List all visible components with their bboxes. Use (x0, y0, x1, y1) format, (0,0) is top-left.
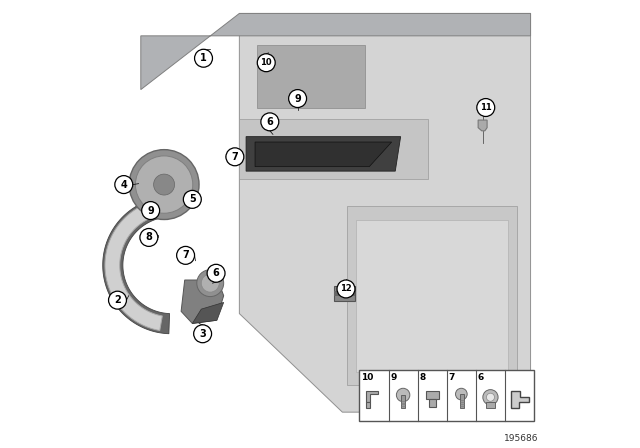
Text: 7: 7 (232, 152, 238, 162)
Polygon shape (366, 391, 378, 402)
Polygon shape (239, 119, 428, 179)
Text: 4: 4 (120, 180, 127, 190)
Text: 7: 7 (182, 250, 189, 260)
FancyBboxPatch shape (486, 402, 495, 409)
Circle shape (201, 274, 219, 292)
Polygon shape (192, 302, 223, 323)
Text: 9: 9 (294, 94, 301, 103)
Circle shape (129, 150, 199, 220)
Polygon shape (255, 142, 392, 167)
Text: 1: 1 (200, 53, 207, 63)
Circle shape (257, 54, 275, 72)
Circle shape (140, 228, 158, 246)
FancyBboxPatch shape (334, 291, 355, 296)
Polygon shape (103, 197, 170, 334)
Polygon shape (141, 13, 531, 90)
Text: 6: 6 (212, 268, 220, 278)
FancyBboxPatch shape (334, 286, 355, 301)
Text: 10: 10 (260, 58, 272, 67)
Circle shape (197, 270, 224, 297)
Circle shape (154, 174, 175, 195)
Circle shape (261, 113, 279, 131)
Circle shape (396, 388, 410, 402)
Circle shape (109, 291, 127, 309)
Circle shape (207, 264, 225, 282)
FancyBboxPatch shape (401, 395, 405, 408)
Circle shape (486, 393, 495, 401)
FancyBboxPatch shape (460, 394, 463, 408)
Text: 9: 9 (390, 373, 397, 382)
FancyBboxPatch shape (429, 400, 436, 407)
Circle shape (477, 99, 495, 116)
Circle shape (177, 246, 195, 264)
Text: 6: 6 (477, 373, 484, 382)
Polygon shape (239, 13, 531, 412)
Polygon shape (511, 391, 529, 409)
Circle shape (226, 148, 244, 166)
Circle shape (337, 280, 355, 298)
Circle shape (184, 192, 192, 200)
Text: 6: 6 (266, 117, 273, 127)
FancyBboxPatch shape (426, 392, 439, 400)
Polygon shape (356, 220, 508, 372)
Polygon shape (105, 200, 163, 331)
FancyBboxPatch shape (366, 402, 371, 409)
Polygon shape (109, 211, 140, 306)
Polygon shape (478, 120, 487, 131)
Circle shape (183, 190, 201, 208)
Circle shape (115, 176, 132, 194)
Text: 11: 11 (480, 103, 492, 112)
Text: 2: 2 (114, 295, 121, 305)
Text: 10: 10 (361, 373, 374, 382)
Text: 8: 8 (145, 233, 152, 242)
Circle shape (289, 90, 307, 108)
Polygon shape (246, 137, 401, 171)
Text: 8: 8 (419, 373, 426, 382)
Circle shape (136, 156, 193, 213)
Polygon shape (347, 206, 517, 385)
Polygon shape (181, 280, 223, 323)
Circle shape (456, 388, 467, 400)
Circle shape (483, 390, 498, 405)
Text: 5: 5 (189, 194, 196, 204)
Polygon shape (257, 45, 365, 108)
Circle shape (141, 202, 159, 220)
Circle shape (194, 325, 212, 343)
Text: 12: 12 (340, 284, 352, 293)
FancyBboxPatch shape (360, 370, 534, 421)
Circle shape (195, 49, 212, 67)
Text: 195686: 195686 (504, 434, 539, 443)
Text: 9: 9 (147, 206, 154, 215)
Text: 3: 3 (199, 329, 206, 339)
Text: 7: 7 (449, 373, 455, 382)
